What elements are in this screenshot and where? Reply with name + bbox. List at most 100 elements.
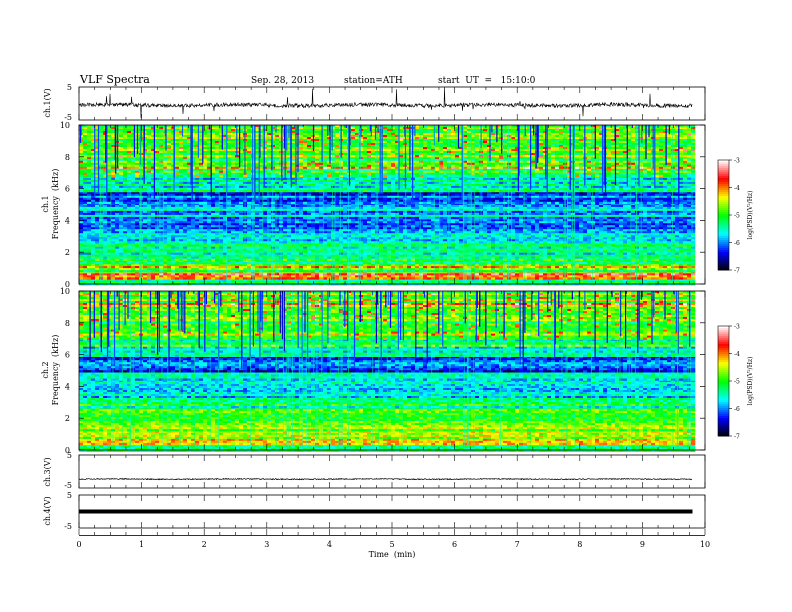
ch1-spectrogram-cell [503, 255, 507, 257]
ch1-spectrogram-cell [415, 264, 419, 266]
ch1-spectrogram-cell [195, 257, 199, 259]
ch1-spectrogram-cell [227, 259, 231, 261]
ch1-spectrogram-cell [591, 253, 595, 255]
ch1-spectrogram-cell [231, 259, 235, 261]
ch1-spectrogram-cell [407, 251, 411, 253]
ch1-spectrogram-cell [507, 249, 511, 251]
ch1-spectrogram-cell [575, 227, 579, 229]
ch1-spectrogram-cell [155, 270, 159, 272]
ch1-spectrogram-cell [207, 268, 211, 270]
ch1-spectrogram-cell [607, 255, 611, 257]
ch1-spectrogram-cell [499, 273, 503, 275]
ch1-spectrogram-cell [387, 229, 391, 231]
ch1-spectrogram-cell [583, 249, 587, 251]
ch1-spectrogram-cell [239, 227, 243, 229]
ch1-spectrogram-cell [195, 251, 199, 253]
ch1-spectrogram-cell [135, 255, 139, 257]
ch1-spectrogram-cell [383, 221, 387, 223]
ch1-spectrogram-cell [283, 225, 287, 227]
ch1-spectrogram-cell [387, 277, 391, 279]
ch1-spectrogram-cell [675, 225, 679, 227]
ch1-spectrogram-cell [171, 259, 175, 261]
ch1-spectrogram-cell [591, 273, 595, 275]
ch1-spectrogram-cell [591, 262, 595, 264]
ch1-spectrogram-cell [515, 255, 519, 257]
ch1-spectrogram-cell [687, 227, 691, 229]
ch1-spectrogram-cell [459, 225, 463, 227]
ch1-spectrogram-cell [79, 247, 83, 249]
ch1-spectrogram-cell [199, 249, 203, 251]
ch1-spectrogram-cell [123, 245, 127, 247]
ch1-spectrogram-cell [211, 257, 215, 259]
ch1-spectrogram-cell [583, 270, 587, 272]
ch1-spectrogram-cell [207, 266, 211, 268]
ch1-spectrogram-cell [435, 262, 439, 264]
ch1-spectrogram-cell [119, 270, 123, 272]
ch1-spectrogram-cell [371, 277, 375, 279]
ch1-spectrogram-cell [119, 277, 123, 279]
ch1-spectrogram-cell [503, 273, 507, 275]
ch1-spectrogram-cell [619, 255, 623, 257]
ch1-spectrogram-cell [359, 251, 363, 253]
ch1-spectrogram-cell [339, 273, 343, 275]
ch1-spectrogram-cell [311, 264, 315, 266]
ch1-spectrogram-cell [619, 253, 623, 255]
ch1-spectrogram-cell [523, 277, 527, 279]
ch1-spectrogram-cell [287, 247, 291, 249]
ch1-spectrogram-cell [119, 227, 123, 229]
ch1-spectrogram-cell [423, 253, 427, 255]
ch1-spectrogram-cell [247, 231, 251, 233]
ch1-spectrogram-cell [599, 266, 603, 268]
ch1-spectrogram-cell [451, 257, 455, 259]
ch1-spectrogram-cell [227, 221, 231, 223]
ch1-spectrogram-cell [399, 229, 403, 231]
ch1-spectrogram-cell [403, 231, 407, 233]
ch1-spectrogram-cell [335, 268, 339, 270]
ch1-spectrogram-cell [195, 255, 199, 257]
ch1-spectrogram-cell [95, 219, 99, 221]
ch1-spectrogram-cell [407, 257, 411, 259]
ch1-spectrogram-cell [531, 266, 535, 268]
ch1-spectrogram-cell [347, 231, 351, 233]
ch1-spectrogram-cell [443, 266, 447, 268]
ch1-spectrogram-cell [383, 253, 387, 255]
ch1-spectrogram-cell [395, 255, 399, 257]
ch1-spectrogram-cell [203, 227, 207, 229]
ch1-spectrogram-cell [175, 231, 179, 233]
ch1-spectrogram-cell [307, 225, 311, 227]
ch1-spectrogram-cell [227, 219, 231, 221]
ch1-spectrogram-cell [643, 268, 647, 270]
ch1-spectrogram-cell [587, 245, 591, 247]
ch1-spectrogram-cell [423, 266, 427, 268]
ch1-spectrogram-cell [399, 249, 403, 251]
ch1-spectrogram-cell [503, 257, 507, 259]
ch1-spectrogram-cell [371, 273, 375, 275]
ch1-spectrogram-cell [143, 255, 147, 257]
ch1-spectrogram-cell [359, 264, 363, 266]
ch1-spectrogram-cell [299, 231, 303, 233]
ch1-spectrogram-cell [155, 253, 159, 255]
ch1-spectrogram-cell [123, 227, 127, 229]
ch1-spectrogram-cell [659, 270, 663, 272]
ch1-spectrogram-cell [643, 259, 647, 261]
ch1-spectrogram-cell [675, 219, 679, 221]
ch1-spectrogram-cell [603, 219, 607, 221]
ch1-spectrogram-cell [399, 245, 403, 247]
ch1-spectrogram-cell [487, 259, 491, 261]
ch1-spectrogram-cell [423, 264, 427, 266]
ch1-spectrogram-cell [435, 275, 439, 277]
ch1-spectrogram-cell [191, 255, 195, 257]
ch1-spectrogram-cell [611, 281, 615, 283]
ch1-spectrogram-cell [95, 273, 99, 275]
ch1-spectrogram-cell [575, 270, 579, 272]
ch1-spectrogram-cell [115, 268, 119, 270]
ch1-spectrogram-cell [671, 245, 675, 247]
ch1-spectrogram-cell [383, 275, 387, 277]
ch1-spectrogram-cell [603, 245, 607, 247]
ch1-spectrogram-cell [123, 221, 127, 223]
ch1-spectrogram-cell [311, 268, 315, 270]
ch1-spectrogram-cell [287, 273, 291, 275]
ch1-spectrogram-cell [663, 251, 667, 253]
ch1-spectrogram-cell [475, 266, 479, 268]
ch1-spectrogram-cell [83, 249, 87, 251]
